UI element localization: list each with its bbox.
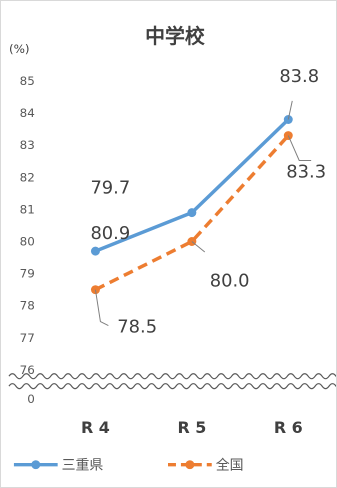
y-axis-unit-label: (%) bbox=[9, 42, 30, 56]
data-label: 78.5 bbox=[117, 316, 157, 337]
y-tick-label: 80 bbox=[20, 234, 35, 248]
data-label: 80.9 bbox=[90, 223, 130, 244]
data-point bbox=[90, 246, 100, 256]
data-label: 83.3 bbox=[286, 161, 326, 182]
y-tick-label: 81 bbox=[20, 202, 35, 216]
y-axis-ticks: 85 84 83 82 81 80 79 78 77 76 bbox=[20, 74, 35, 377]
leader-line bbox=[287, 135, 312, 161]
y-tick-label: 78 bbox=[20, 299, 35, 313]
y-tick-label-zero: 0 bbox=[27, 392, 35, 406]
legend: 三重県 全国 bbox=[13, 457, 244, 474]
x-tick-label: R 6 bbox=[274, 418, 303, 437]
y-tick-label: 83 bbox=[20, 138, 35, 152]
leader-line bbox=[94, 289, 109, 326]
data-labels: 79.7 80.9 83.8 78.5 80.0 83.3 bbox=[90, 66, 326, 338]
legend-label: 全国 bbox=[216, 457, 244, 474]
data-point bbox=[187, 208, 197, 218]
x-tick-label: R 5 bbox=[177, 418, 206, 437]
legend-marker bbox=[31, 460, 41, 470]
y-tick-label: 82 bbox=[20, 170, 35, 184]
data-point bbox=[283, 131, 293, 141]
axis-break-wave bbox=[8, 373, 336, 390]
y-tick-label: 76 bbox=[20, 363, 35, 377]
series-line-2 bbox=[94, 134, 290, 292]
data-label: 83.8 bbox=[279, 66, 319, 87]
data-label: 80.0 bbox=[210, 271, 250, 292]
legend-label: 三重県 bbox=[62, 458, 104, 474]
x-axis-labels: R 4 R 5 R 6 bbox=[81, 418, 303, 437]
leader-line bbox=[287, 100, 293, 120]
y-tick-label: 85 bbox=[20, 74, 35, 88]
axis-break-line bbox=[8, 373, 336, 380]
series-lines bbox=[90, 115, 293, 295]
leader-line bbox=[191, 241, 206, 253]
data-label: 79.7 bbox=[90, 177, 130, 198]
y-tick-label: 84 bbox=[20, 106, 35, 120]
x-tick-label: R 4 bbox=[81, 418, 110, 437]
legend-marker bbox=[185, 460, 195, 470]
y-tick-label: 79 bbox=[20, 267, 35, 281]
axis-break-line bbox=[8, 383, 336, 390]
chart-title: 中学校 bbox=[145, 25, 205, 48]
y-tick-label: 77 bbox=[20, 331, 35, 345]
data-point bbox=[283, 115, 293, 124]
